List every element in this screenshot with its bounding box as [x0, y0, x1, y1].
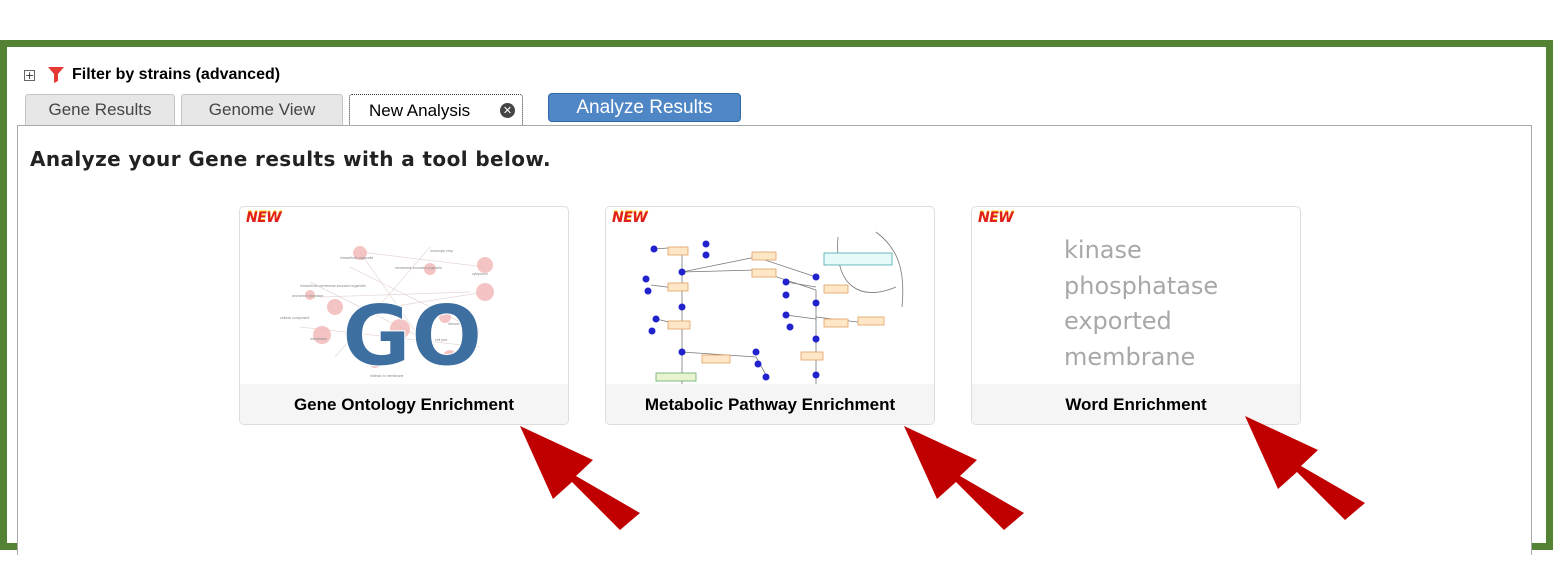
svg-text:membrane-bounded organelle: membrane-bounded organelle — [395, 266, 442, 270]
word-item: exported — [1064, 307, 1172, 335]
svg-text:membrane: membrane — [310, 337, 327, 341]
tab-label: New Analysis — [369, 100, 471, 120]
svg-text:cell part: cell part — [435, 338, 447, 342]
close-icon[interactable]: ✕ — [500, 103, 515, 118]
analyze-results-button[interactable]: Analyze Results — [548, 93, 741, 122]
svg-text:ionotropic resp: ionotropic resp — [430, 249, 453, 253]
svg-text:ribosome complex: ribosome complex — [448, 322, 477, 326]
word-thumbnail: kinase phosphatase exported membrane — [972, 207, 1300, 384]
tool-card-word-enrichment[interactable]: kinase phosphatase exported membrane NEW… — [971, 206, 1301, 425]
word-item: membrane — [1064, 342, 1196, 371]
new-badge: NEW — [246, 210, 282, 226]
svg-text:intrinsic to membrane: intrinsic to membrane — [370, 374, 404, 378]
go-network-thumbnail: intracellular organelle membrane-bounded … — [280, 246, 494, 384]
word-item: phosphatase — [1064, 271, 1219, 300]
highlight-frame: + Filter by strains (advanced) Gene Resu… — [0, 40, 1553, 555]
filter-by-strains[interactable]: + Filter by strains (advanced) — [24, 65, 280, 85]
analysis-panel: Analyze your Gene results with a tool be… — [17, 125, 1532, 555]
svg-text:anchored cytoplasm: anchored cytoplasm — [292, 294, 323, 298]
pathway-diagram-thumbnail — [642, 231, 904, 384]
expand-icon[interactable]: + — [24, 68, 35, 82]
tab-genome-view[interactable]: Genome View — [181, 94, 343, 125]
tab-gene-results[interactable]: Gene Results — [25, 94, 175, 125]
word-list: kinase phosphatase exported membrane — [1064, 233, 1218, 375]
tool-name[interactable]: Gene Ontology Enrichment — [240, 384, 568, 424]
filter-label[interactable]: Filter by strains (advanced) — [72, 66, 281, 83]
new-badge: NEW — [978, 210, 1014, 226]
tool-name[interactable]: Metabolic Pathway Enrichment — [606, 384, 934, 424]
word-item: kinase — [1064, 236, 1142, 264]
svg-text:intracellular membrane-bounded: intracellular membrane-bounded organelle — [300, 284, 366, 288]
svg-text:cellular component: cellular component — [280, 316, 309, 320]
tab-new-analysis[interactable]: New Analysis ✕ — [349, 94, 523, 126]
panel-heading: Analyze your Gene results with a tool be… — [30, 147, 551, 171]
tool-card-gene-ontology[interactable]: intracellular organelle membrane-bounded … — [239, 206, 569, 425]
tab-label: Genome View — [208, 100, 316, 119]
new-badge: NEW — [612, 210, 648, 226]
tab-label: Gene Results — [48, 100, 152, 119]
go-logo-text: GO — [342, 287, 482, 384]
tool-name[interactable]: Word Enrichment — [972, 384, 1300, 424]
svg-text:intracellular organelle: intracellular organelle — [340, 256, 373, 260]
funnel-icon — [48, 67, 64, 83]
svg-text:cytoplasm: cytoplasm — [472, 272, 488, 276]
tool-card-metabolic-pathway[interactable]: NEW Metabolic Pathway Enrichment — [605, 206, 935, 425]
svg-text:organelle: organelle — [440, 306, 454, 310]
